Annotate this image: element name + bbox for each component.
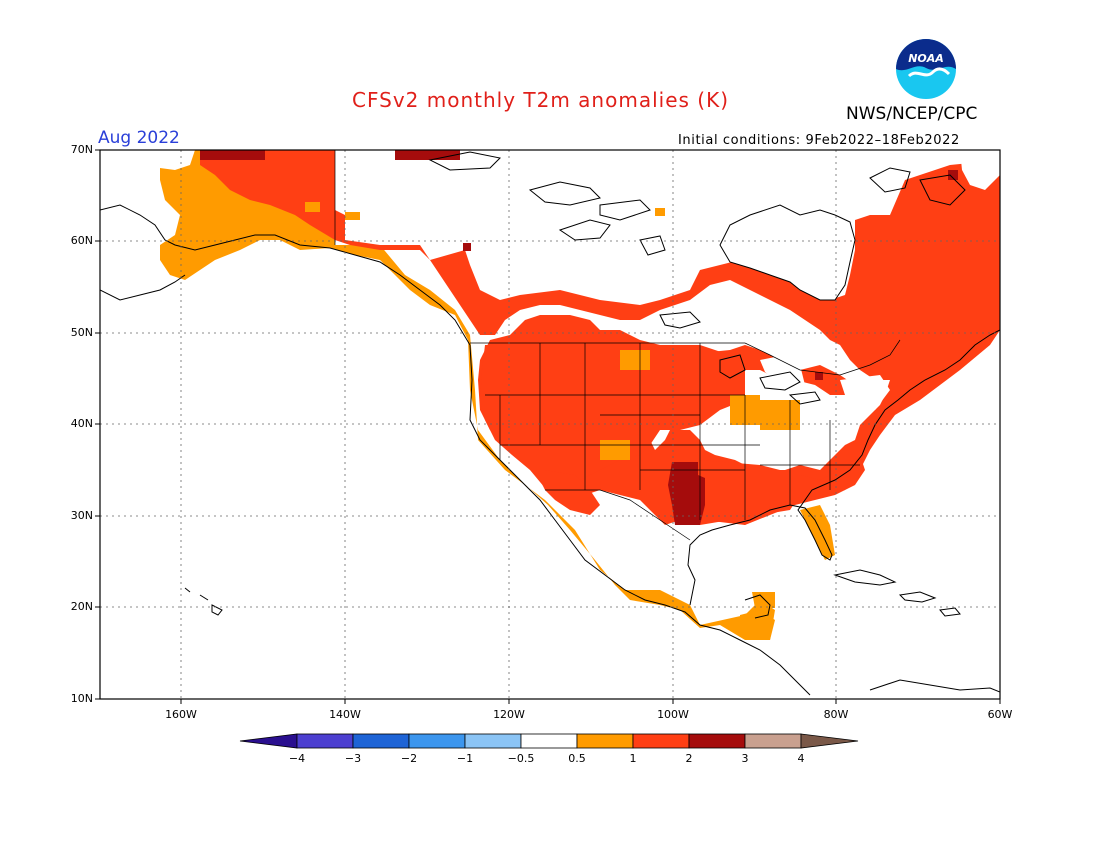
colorbar-swatch-4-3 xyxy=(296,733,354,749)
colorbar-tick: −2 xyxy=(400,752,418,765)
colorbar-tick: 4 xyxy=(797,752,805,765)
colorbar-swatch-2-1 xyxy=(408,733,466,749)
colorbar-tick: 2 xyxy=(685,752,693,765)
lon-label-80w: 80W xyxy=(823,708,849,721)
region-weak-warm-se xyxy=(800,505,835,560)
region-weak-warm-c1 xyxy=(305,202,320,212)
lat-label-20n: 20N xyxy=(70,600,93,613)
region-weak-warm-c4 xyxy=(620,350,650,370)
lon-label-120w: 120W xyxy=(493,708,525,721)
lat-label-10n: 10N xyxy=(70,692,93,705)
initial-conditions-label: Initial conditions: 9Feb2022–18Feb2022 xyxy=(678,133,960,148)
region-weak-warm xyxy=(160,150,775,640)
colorbar-tick: −0.5 xyxy=(507,752,535,765)
region-weak-warm-c6 xyxy=(760,400,800,430)
region-weak-warm-c2 xyxy=(345,212,360,220)
colorbar-swatch-above-4 xyxy=(800,733,859,749)
region-strong-warm-n3 xyxy=(463,243,471,251)
region-neutral-baffin xyxy=(830,150,895,195)
region-neutral-greenland xyxy=(960,150,1000,190)
colorbar-tick: −1 xyxy=(456,752,474,765)
region-neutral-yukon xyxy=(160,150,195,170)
region-neutral-newengland xyxy=(840,375,890,410)
valid-month-label: Aug 2022 xyxy=(98,128,180,148)
region-weak-warm-centralam2 xyxy=(752,592,775,608)
colorbar-tick: −3 xyxy=(344,752,362,765)
political-boundaries xyxy=(334,150,901,541)
region-neutral-appalachia xyxy=(760,430,790,448)
lon-label-60w: 60W xyxy=(987,708,1013,721)
colorbar-swatch-3-4 xyxy=(744,733,802,749)
lon-label-160w: 160W xyxy=(165,708,197,721)
region-strong-warm-n4 xyxy=(815,372,823,380)
region-warm-southeast xyxy=(690,455,865,525)
lat-label-40n: 40N xyxy=(70,417,93,430)
gridlines xyxy=(100,150,1000,699)
region-neutral-hudson xyxy=(720,205,855,300)
chart-title: CFSv2 monthly T2m anomalies (K) xyxy=(352,88,729,112)
region-strong-warm-n1 xyxy=(200,150,265,160)
region-neutral-lakes xyxy=(760,355,805,390)
noaa-logo-icon: NOAA xyxy=(896,39,956,99)
colorbar-swatch-neutral xyxy=(520,733,578,749)
lon-label-140w: 140W xyxy=(329,708,361,721)
colorbar-tick: −4 xyxy=(288,752,306,765)
colorbar-tick: 3 xyxy=(741,752,749,765)
region-strong-warm-n5 xyxy=(948,170,958,180)
colorbar-tick: 0.5 xyxy=(568,752,586,765)
colorbar xyxy=(239,733,859,749)
svg-text:NOAA: NOAA xyxy=(908,52,944,65)
colorbar-swatch-2-3 xyxy=(688,733,746,749)
colorbar-swatch-3-2 xyxy=(352,733,410,749)
lat-label-60n: 60N xyxy=(70,234,93,247)
region-weak-warm-centralam xyxy=(740,610,775,640)
region-warm-interior xyxy=(480,345,745,490)
colorbar-swatch-1-05 xyxy=(464,733,522,749)
lat-label-50n: 50N xyxy=(70,326,93,339)
region-weak-warm-c7 xyxy=(600,440,630,460)
region-warm-mexico xyxy=(545,470,600,515)
lat-label-70n: 70N xyxy=(70,143,93,156)
agency-label: NWS/NCEP/CPC xyxy=(846,104,978,124)
region-weak-warm-c3 xyxy=(655,208,665,216)
region-strong-warm-tx xyxy=(668,462,705,525)
lat-label-30n: 30N xyxy=(70,509,93,522)
lon-label-100w: 100W xyxy=(657,708,689,721)
colorbar-swatch-below-4 xyxy=(239,733,298,749)
colorbar-swatch-05-1 xyxy=(576,733,634,749)
colorbar-swatch-1-2 xyxy=(632,733,690,749)
colorbar-tick: 1 xyxy=(629,752,637,765)
region-warm xyxy=(200,150,1000,525)
coastlines xyxy=(100,151,1000,696)
region-strong-warm-n2 xyxy=(395,150,460,160)
